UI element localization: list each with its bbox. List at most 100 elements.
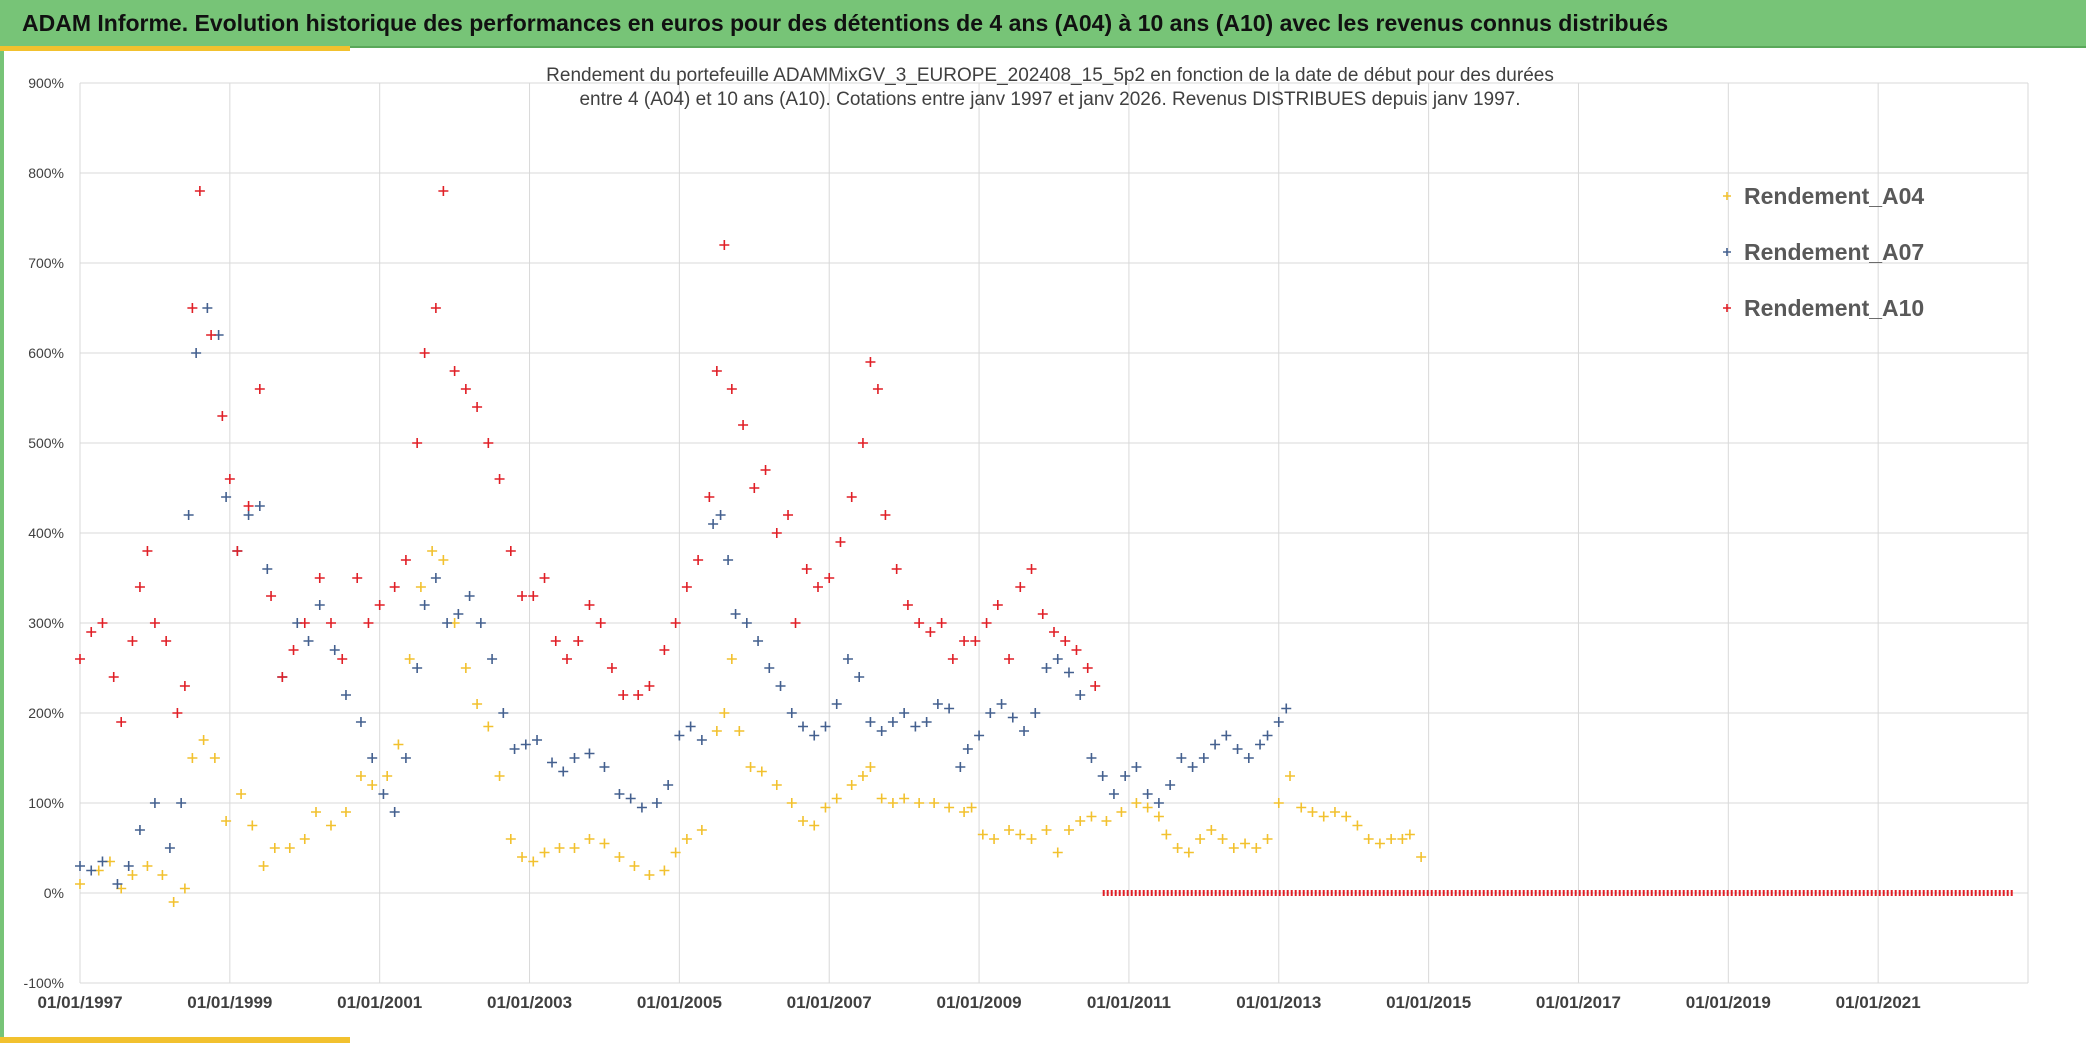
data-point <box>157 870 168 880</box>
data-point <box>659 865 670 876</box>
data-point <box>1060 636 1071 646</box>
data-point <box>554 843 565 853</box>
data-point <box>1329 807 1340 817</box>
data-point <box>1097 771 1108 781</box>
data-point <box>1386 834 1397 844</box>
data-point <box>378 789 389 799</box>
data-point <box>176 798 187 808</box>
x-axis-ticks: 01/01/1997 01/01/1999 01/01/2001 01/01/2003… <box>37 993 1920 1012</box>
data-point <box>992 600 1003 610</box>
data-point <box>547 757 558 768</box>
data-point <box>412 663 423 673</box>
data-point <box>142 546 153 556</box>
data-point <box>127 870 138 880</box>
data-point <box>1255 739 1266 750</box>
x-tick-label: 01/01/2013 <box>1236 993 1321 1012</box>
data-point <box>86 627 97 637</box>
data-point <box>629 861 640 871</box>
data-point <box>179 883 190 894</box>
data-point <box>134 582 145 592</box>
data-point <box>116 717 127 727</box>
data-point <box>786 798 797 808</box>
data-point <box>562 654 572 664</box>
data-point <box>314 600 325 610</box>
data-point <box>1015 829 1026 840</box>
data-point <box>865 357 876 367</box>
data-point <box>857 438 868 448</box>
data-point <box>1026 564 1037 574</box>
data-point <box>288 645 299 655</box>
data-point <box>1262 730 1273 741</box>
data-point <box>996 699 1007 709</box>
data-point <box>472 402 483 412</box>
data-point <box>149 618 160 628</box>
data-point <box>947 654 958 664</box>
data-point <box>494 474 505 484</box>
x-tick-label: 01/01/2021 <box>1836 993 1921 1012</box>
data-point <box>1161 829 1172 840</box>
data-point <box>1063 667 1074 678</box>
data-point <box>367 780 378 790</box>
data-point <box>959 636 970 646</box>
data-point <box>427 546 438 556</box>
data-point <box>438 555 449 565</box>
data-point <box>299 834 310 844</box>
data-point <box>494 771 505 781</box>
data-point <box>1217 834 1228 844</box>
data-point <box>363 618 374 628</box>
data-point <box>1004 654 1015 664</box>
data-point <box>449 366 460 376</box>
chart-title-line-2: entre 4 (A04) et 10 ans (A10). Cotations… <box>579 89 1520 110</box>
data-point <box>1183 847 1194 858</box>
data-point <box>1165 780 1176 790</box>
data-point <box>382 771 393 781</box>
data-point <box>749 483 760 493</box>
data-point <box>528 856 539 867</box>
data-point <box>625 793 636 804</box>
data-point <box>1307 807 1318 817</box>
data-point <box>472 699 483 709</box>
data-point <box>483 438 494 448</box>
frame-border-left <box>0 46 4 1043</box>
data-point <box>1251 843 1262 853</box>
data-point <box>149 798 160 808</box>
series-rendement-a10 <box>75 186 1101 727</box>
data-point <box>1416 852 1427 862</box>
accent-bar-top <box>0 46 350 51</box>
data-point <box>325 820 336 831</box>
data-point <box>75 654 85 664</box>
y-tick-label: 900% <box>28 75 64 91</box>
data-point <box>108 672 119 682</box>
data-point <box>809 730 820 741</box>
data-point <box>127 636 138 646</box>
data-point <box>820 802 831 813</box>
data-point <box>756 766 767 777</box>
y-tick-label: 400% <box>28 525 64 541</box>
data-point <box>974 730 985 741</box>
data-point <box>846 780 857 790</box>
legend-label: Rendement_A10 <box>1744 295 1924 321</box>
data-point <box>1052 654 1063 664</box>
data-point <box>1273 717 1284 727</box>
data-point <box>217 411 228 421</box>
data-point <box>865 717 876 727</box>
x-tick-label: 01/01/2007 <box>787 993 872 1012</box>
data-point <box>1153 798 1164 808</box>
data-point <box>299 618 310 628</box>
data-point <box>865 762 876 772</box>
data-point <box>764 663 775 673</box>
series-rendement-a04 <box>75 546 1427 907</box>
data-point <box>1052 847 1063 858</box>
data-point <box>798 816 809 826</box>
data-point <box>1262 834 1273 844</box>
data-point <box>1075 816 1086 826</box>
x-tick-label: 01/01/2001 <box>337 993 422 1012</box>
y-tick-label: 100% <box>28 795 64 811</box>
data-point <box>517 852 528 862</box>
data-point <box>262 564 273 574</box>
data-point <box>550 636 561 646</box>
data-point <box>880 510 891 520</box>
data-point <box>1404 829 1415 840</box>
data-points <box>75 186 2014 907</box>
data-point <box>801 564 812 574</box>
